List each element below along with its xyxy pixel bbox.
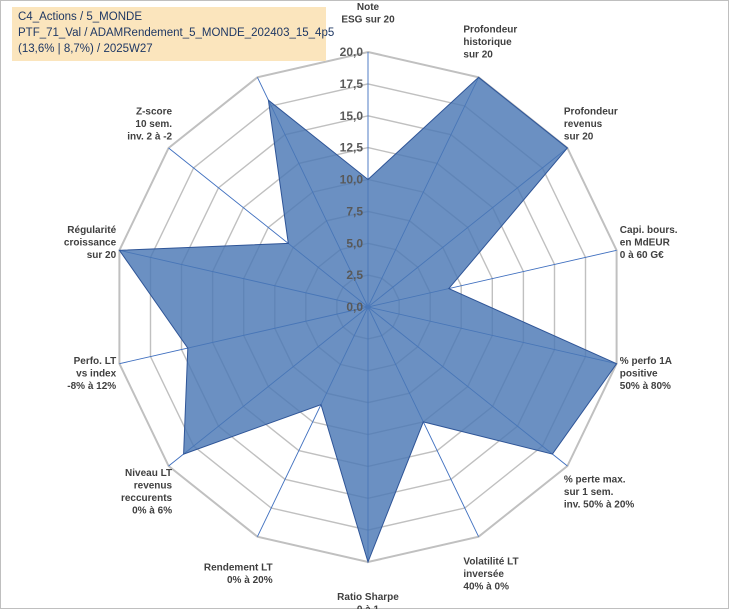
tick-label-7: 17,5 xyxy=(340,77,364,91)
category-label-3-2: 0 à 60 G€ xyxy=(620,250,664,261)
category-label-10-1: vs index xyxy=(76,369,116,380)
tick-labels: 0,0 2,5 5,0 7,5 10,0 12,5 15,0 17,5 20,0 xyxy=(340,45,364,314)
category-label-4-1: positive xyxy=(620,369,658,380)
tick-label-0: 0,0 xyxy=(346,300,363,314)
category-label-11-1: croissance xyxy=(64,237,117,248)
category-label-12-1: 10 sem. xyxy=(135,119,172,130)
category-label-1-0: Profondeur xyxy=(463,25,517,36)
category-label-3-0: Capi. bours. xyxy=(620,225,678,236)
category-label-2-1: revenus xyxy=(564,119,603,130)
category-label-0-1: ESG sur 20 xyxy=(341,14,395,25)
category-label-5-0: % perte max. xyxy=(564,474,626,485)
tick-label-8: 20,0 xyxy=(340,45,364,59)
chart-title-box: C4_Actions / 5_MONDE PTF_71_Val / ADAMRe… xyxy=(12,7,335,61)
category-label-7-1: 0 à 1 xyxy=(357,604,380,609)
category-label-3-1: en MdEUR xyxy=(620,237,671,248)
category-label-9-2: reccurents xyxy=(121,493,173,504)
tick-label-5: 12,5 xyxy=(340,141,364,155)
category-label-6-2: 40% à 0% xyxy=(463,581,509,592)
category-label-2-2: sur 20 xyxy=(564,132,594,143)
category-label-5-1: sur 1 sem. xyxy=(564,487,614,498)
tick-label-2: 5,0 xyxy=(346,236,363,250)
category-label-2-0: Profondeur xyxy=(564,107,618,118)
category-label-7-0: Ratio Sharpe xyxy=(337,592,399,603)
category-label-9-1: revenus xyxy=(134,481,173,492)
category-label-5-2: inv. 50% à 20% xyxy=(564,499,635,510)
category-label-8-0: Rendement LT xyxy=(204,563,273,574)
category-label-9-0: Niveau LT xyxy=(125,468,172,479)
category-label-9-3: 0% à 6% xyxy=(132,506,172,517)
category-label-10-2: -8% à 12% xyxy=(67,381,116,392)
title-line-3: (13,6% | 8,7%) / 2025W27 xyxy=(18,43,153,55)
series-area-0 xyxy=(118,76,618,564)
category-label-1-1: historique xyxy=(463,37,512,48)
category-label-4-2: 50% à 80% xyxy=(620,381,671,392)
category-label-12-2: inv. 2 à -2 xyxy=(127,132,172,143)
category-label-1-2: sur 20 xyxy=(463,50,493,61)
tick-label-1: 2,5 xyxy=(346,268,363,282)
series-layer xyxy=(118,76,618,564)
category-label-12-0: Z-score xyxy=(136,107,173,118)
title-line-1: C4_Actions / 5_MONDE xyxy=(18,11,142,23)
category-label-8-1: 0% à 20% xyxy=(227,575,273,586)
category-label-11-0: Régularité xyxy=(67,225,116,236)
tick-label-6: 15,0 xyxy=(340,109,364,123)
tick-label-4: 10,0 xyxy=(340,173,364,187)
category-label-10-0: Perfo. LT xyxy=(74,356,117,367)
category-label-6-1: inversée xyxy=(463,569,504,580)
category-label-4-0: % perfo 1A xyxy=(620,356,672,367)
category-label-6-0: Volatilité LT xyxy=(463,556,518,567)
title-line-2: PTF_71_Val / ADAMRendement_5_MONDE_20240… xyxy=(18,27,335,39)
tick-label-3: 7,5 xyxy=(346,204,363,218)
category-label-0-0: Note xyxy=(357,2,380,13)
category-label-11-2: sur 20 xyxy=(87,250,117,261)
